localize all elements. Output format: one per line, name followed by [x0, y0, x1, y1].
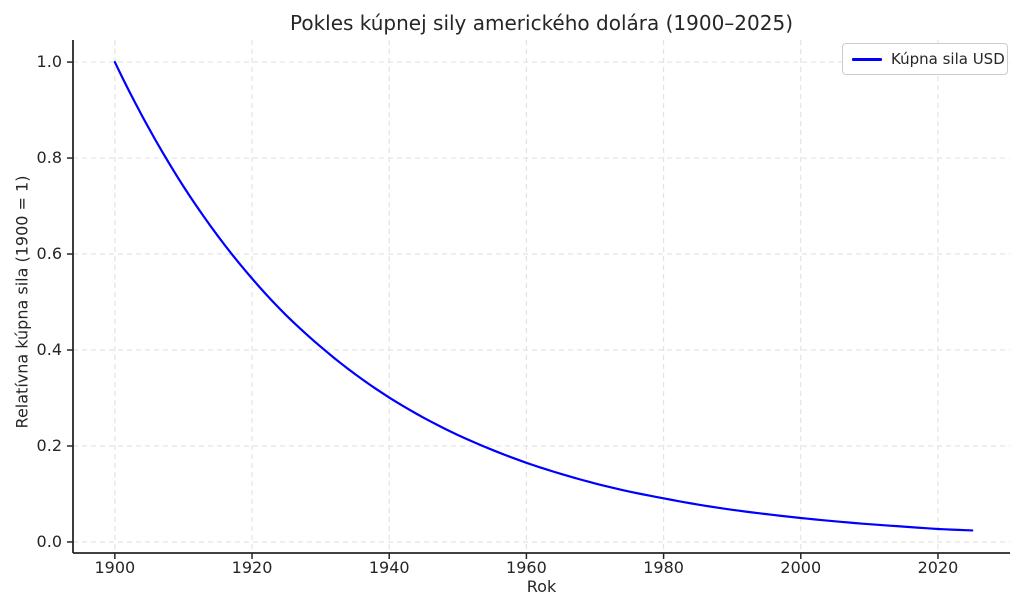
x-tick-label: 1980: [643, 558, 684, 577]
x-axis-label: Rok: [526, 577, 557, 596]
legend: Kúpna sila USD: [842, 43, 1008, 75]
x-tick-label: 2000: [780, 558, 822, 577]
legend-line-swatch: [852, 57, 882, 61]
x-tick-label: 1900: [94, 558, 136, 577]
legend-label: Kúpna sila USD: [891, 50, 1005, 68]
chart-title: Pokles kúpnej sily amerického dolára (19…: [289, 11, 793, 35]
x-tick-label: 1960: [506, 558, 547, 577]
y-tick-label: 0.8: [36, 148, 62, 168]
x-tick-label: 1940: [368, 558, 410, 577]
y-tick-label: 0.0: [36, 531, 62, 551]
y-tick-label: 0.2: [36, 435, 62, 455]
y-tick-label: 0.6: [36, 244, 62, 264]
x-tick-label: 1920: [231, 558, 273, 577]
y-tick-label: 0.4: [36, 340, 62, 359]
y-tick-label: 1.0: [36, 52, 62, 72]
purchasing-power-line: [113, 60, 974, 532]
x-tick-label: 2020: [917, 558, 959, 577]
